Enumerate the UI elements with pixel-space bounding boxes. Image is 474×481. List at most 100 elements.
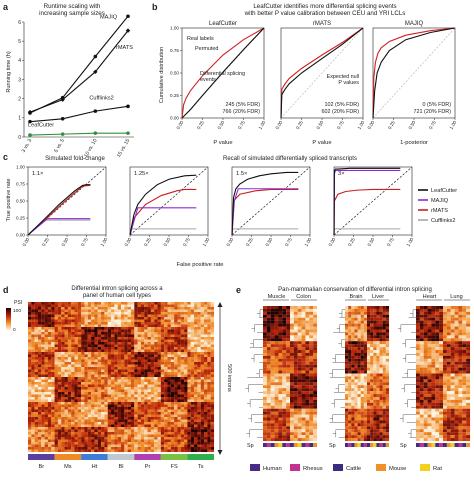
heatmap-cell	[266, 308, 271, 312]
heatmap-cell	[164, 372, 168, 375]
heatmap-cell	[286, 308, 291, 312]
heatmap-cell	[61, 349, 65, 353]
heatmap-cell	[67, 394, 72, 398]
heatmap-cell	[81, 427, 85, 430]
heatmap-cell	[77, 317, 82, 320]
c-legend-label: LeafCutter	[431, 188, 457, 194]
heatmap-cell	[345, 385, 349, 389]
heatmap-cell	[121, 374, 125, 378]
heatmap-cell	[345, 352, 349, 356]
heatmap-cell	[170, 377, 175, 380]
heatmap-cell	[170, 374, 175, 378]
heatmap-cell	[187, 354, 191, 358]
heatmap-cell	[107, 389, 112, 393]
heatmap-cell	[61, 342, 65, 345]
heatmap-cell	[301, 370, 306, 374]
heatmap-cell	[34, 317, 39, 320]
heatmap-cell	[87, 304, 92, 308]
c-ytick-label: 0.50	[16, 199, 25, 204]
heatmap-cell	[71, 447, 75, 450]
heatmap-cell	[137, 354, 141, 358]
heatmap-cell	[357, 423, 361, 427]
heatmap-cell	[107, 312, 112, 315]
heatmap-cell	[160, 409, 165, 413]
heatmap-cell	[363, 423, 368, 427]
heatmap-cell	[61, 332, 65, 335]
heatmap-cell	[197, 347, 201, 350]
heatmap-cell	[147, 327, 151, 330]
heatmap-cell	[77, 319, 82, 323]
c-xtick-label: 0.00	[226, 237, 235, 248]
heatmap-cell	[147, 402, 151, 405]
heatmap-cell	[170, 347, 175, 350]
heatmap-cell	[210, 399, 215, 403]
a-point	[93, 69, 98, 75]
heatmap-cell	[91, 444, 95, 448]
heatmap-cell	[130, 442, 135, 445]
heatmap-cell	[117, 437, 122, 440]
heatmap-cell	[305, 335, 310, 339]
heatmap-cell	[104, 427, 108, 430]
heatmap-cell	[150, 304, 155, 308]
heatmap-cell	[348, 355, 352, 359]
heatmap-cell	[278, 385, 283, 389]
heatmap-cell	[104, 412, 108, 415]
heatmap-cell	[87, 354, 92, 358]
heatmap-cell	[124, 302, 128, 305]
heatmap-cell	[134, 432, 138, 435]
heatmap-cell	[177, 424, 181, 428]
heatmap-cell	[157, 354, 161, 358]
heatmap-cell	[282, 355, 287, 359]
heatmap-cell	[293, 314, 298, 318]
heatmap-cell	[150, 374, 155, 378]
heatmap-cell	[376, 323, 380, 327]
a-xtick-label: 3 vs. 3	[21, 138, 34, 154]
heatmap-cell	[104, 329, 108, 333]
heatmap-cell	[164, 439, 168, 443]
heatmap-cell	[67, 384, 72, 388]
heatmap-cell	[376, 394, 380, 398]
heatmap-cell	[263, 326, 267, 330]
heatmap-cell	[360, 423, 364, 427]
heatmap-cell	[367, 376, 371, 380]
heatmap-cell	[130, 397, 135, 400]
heatmap-cell	[137, 414, 141, 418]
heatmap-cell	[134, 377, 138, 380]
heatmap-cell	[282, 323, 287, 327]
heatmap-cell	[278, 335, 283, 339]
heatmap-cell	[64, 369, 68, 373]
heatmap-cell	[309, 332, 314, 336]
heatmap-cell	[117, 432, 122, 435]
heatmap-cell	[137, 429, 141, 433]
heatmap-cell	[204, 332, 208, 335]
heatmap-cell	[385, 335, 390, 339]
heatmap-cell	[140, 397, 145, 400]
heatmap-cell	[111, 374, 115, 378]
heatmap-cell	[107, 399, 112, 403]
heatmap-cell	[379, 352, 383, 356]
heatmap-cell	[107, 417, 112, 420]
heatmap-cell	[290, 344, 294, 348]
heatmap-cell	[367, 429, 371, 433]
intron-count-arrow: 500 introns	[217, 302, 232, 455]
heatmap-cell	[354, 405, 358, 409]
heatmap-cell	[200, 444, 205, 448]
heatmap-cell	[37, 359, 42, 363]
heatmap-cell	[134, 399, 138, 403]
panel-d-title: Differential intron splicing across a pan…	[71, 286, 163, 299]
heatmap-cell	[373, 350, 377, 353]
heatmap-cell	[293, 311, 298, 315]
heatmap-cell	[187, 334, 191, 338]
heatmap-cell	[382, 394, 386, 398]
heatmap-cell	[458, 311, 463, 315]
heatmap-cell	[160, 359, 165, 363]
heatmap-cell	[124, 312, 128, 315]
heatmap-cell	[28, 314, 32, 318]
heatmap-cell	[427, 317, 432, 321]
heatmap-cell	[177, 444, 181, 448]
heatmap-cell	[81, 357, 85, 360]
heatmap-cell	[297, 361, 302, 365]
heatmap-cell	[427, 320, 432, 324]
heatmap-cell	[121, 302, 125, 305]
heatmap-cell	[210, 389, 215, 393]
